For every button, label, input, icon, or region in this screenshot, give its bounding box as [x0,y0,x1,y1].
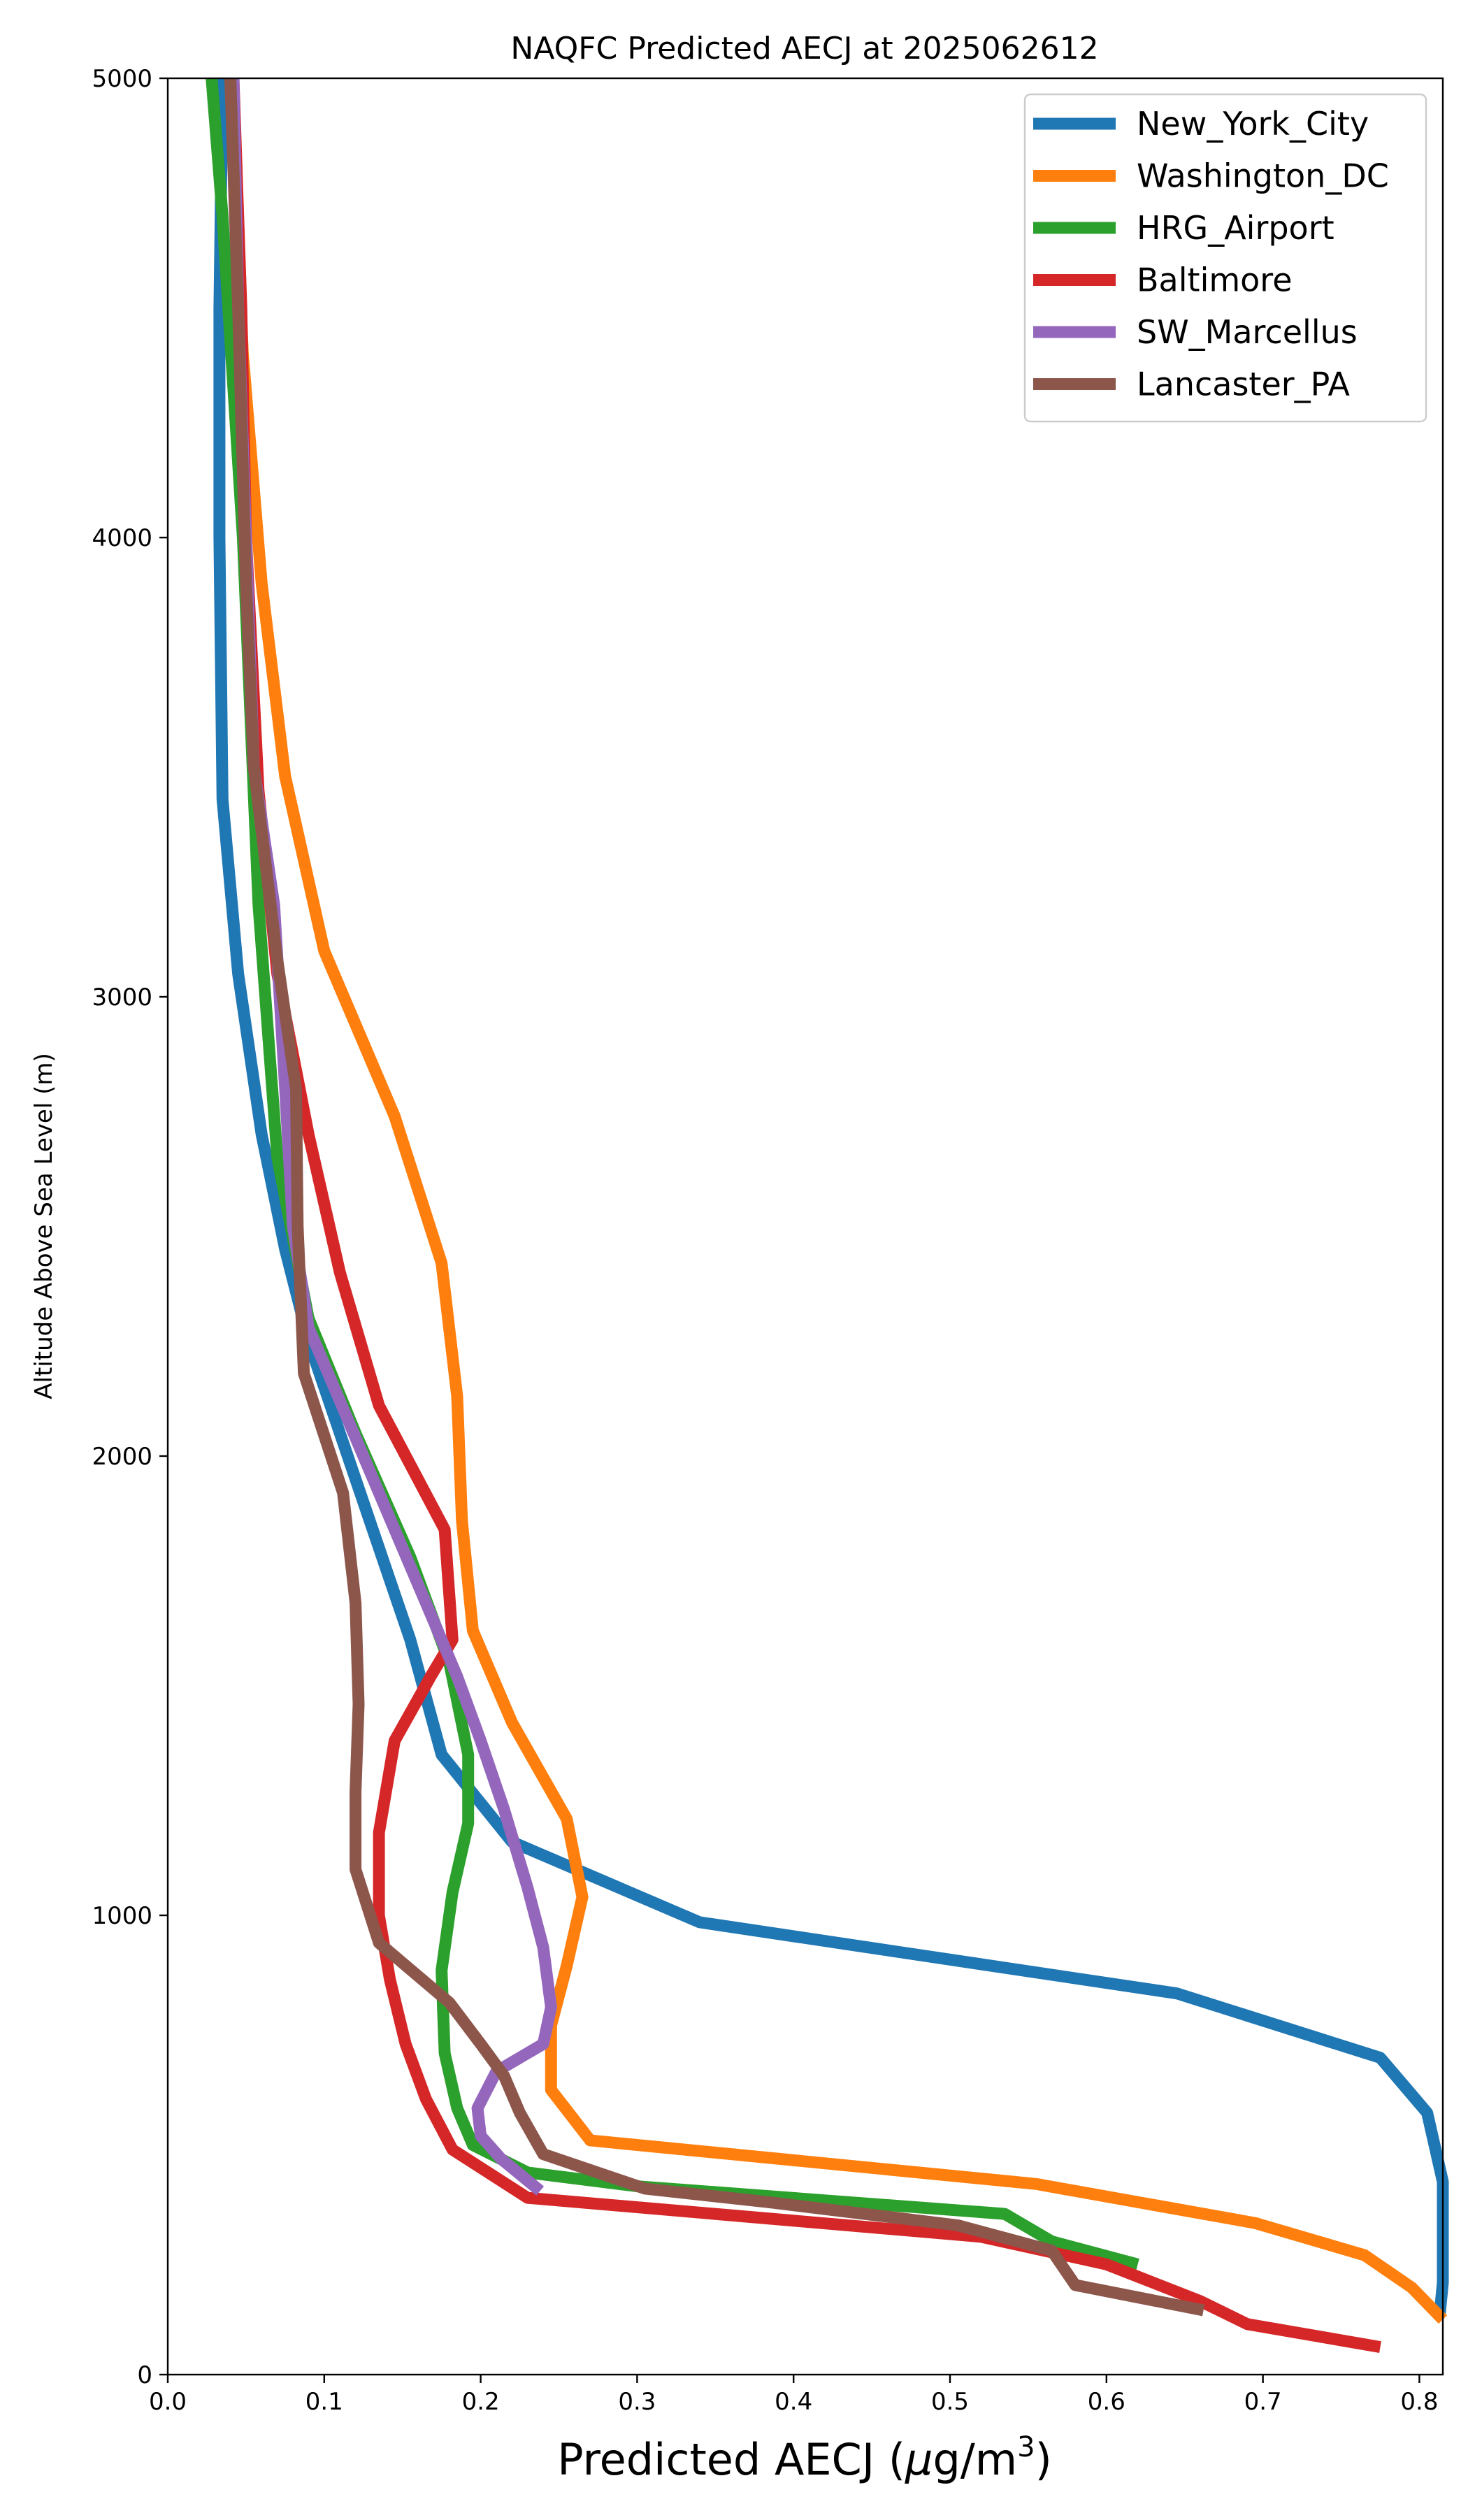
y-tick-label: 5000 [92,65,152,93]
x-axis-label-suffix: ) [1035,2434,1052,2485]
y-axis-ticks: 0 1000 2000 3000 4000 5000 [92,65,168,2389]
y-axis-label: Altitude Above Sea Level (m) [30,1053,58,1399]
legend-box [1023,93,1427,423]
y-tick-label: 2000 [92,1443,152,1471]
plot-frame [166,77,1444,2376]
x-axis-ticks: 0.0 0.1 0.2 0.3 0.4 0.5 0.6 0.7 0.8 [149,2375,1438,2416]
x-tick-label: 0.4 [775,2388,812,2416]
x-tick-label: 0.6 [1088,2388,1125,2416]
x-tick-label: 0.2 [462,2388,500,2416]
legend-label-new-york-city: New_York_City [1137,105,1369,143]
legend-label-baltimore: Baltimore [1137,261,1293,299]
y-tick-label: 0 [137,2361,152,2389]
chart-legend: New_York_City Washington_DC HRG_Airport Bal… [1023,93,1427,423]
series-line-washington-dc [224,78,1448,2324]
y-tick-label: 1000 [92,1902,152,1930]
y-tick-label: 4000 [92,524,152,552]
x-axis-label-prefix: Predicted AECJ ( [557,2434,905,2485]
series-line-hrg-airport [206,78,1139,2270]
legend-label-sw-marcellus: SW_Marcellus [1137,313,1358,351]
series-line-lancaster-pa [224,78,1205,2317]
y-tick-label: 3000 [92,984,152,1011]
x-axis-label-superscript: 3 [1017,2431,1035,2463]
plot-lines [206,78,1449,2353]
legend-label-washington-dc: Washington_DC [1137,157,1389,195]
legend-label-lancaster-pa: Lancaster_PA [1137,366,1350,403]
x-tick-label: 0.7 [1244,2388,1282,2416]
chart-title: NAQFC Predicted AECJ at 2025062612 [510,31,1098,66]
x-tick-label: 0.3 [618,2388,656,2416]
series-line-new-york-city [213,78,1449,2316]
legend-label-hrg-airport: HRG_Airport [1137,209,1334,247]
x-axis-label-unit: g/m [933,2434,1017,2485]
x-axis-label: Predicted AECJ (μg/m3) [557,2431,1052,2485]
x-axis-label-mu: μ [905,2434,933,2485]
x-tick-label: 0.5 [931,2388,969,2416]
x-tick-label: 0.8 [1400,2388,1438,2416]
x-tick-label: 0.1 [305,2388,343,2416]
x-tick-label: 0.0 [149,2388,187,2416]
